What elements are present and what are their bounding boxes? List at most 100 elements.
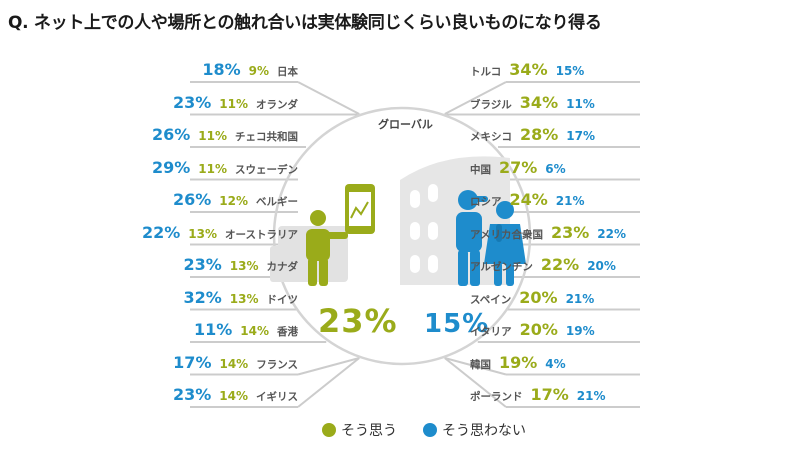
no-value: 21% (555, 194, 585, 208)
right-country-row: ロシア 24% 21% (470, 190, 585, 210)
no-value: 23% (172, 385, 212, 404)
country-name: イギリス (256, 391, 298, 403)
country-name: チェコ共和国 (235, 131, 298, 143)
yes-value: 17% (530, 385, 569, 404)
no-value: 29% (151, 157, 191, 177)
legend-dot-icon (322, 423, 336, 437)
yes-value: 20% (519, 287, 558, 307)
colosseum-arches (410, 184, 438, 273)
left-country-row: 26% 11% チェコ共和国 (152, 125, 298, 145)
yes-value: 13% (229, 259, 259, 273)
country-name: ドイツ (266, 293, 299, 306)
yes-value: 24% (509, 190, 548, 209)
country-name: オランダ (256, 98, 298, 111)
colosseum-illustration (400, 156, 510, 285)
country-name: 韓国 (470, 358, 491, 371)
no-value: 6% (545, 161, 566, 176)
left-country-row: 29% 11% スウェーデン (152, 158, 298, 178)
no-value: 11% (193, 320, 233, 339)
no-value: 22% (597, 226, 627, 241)
left-country-row: 17% 14% フランス (173, 353, 298, 373)
yes-value: 34% (509, 60, 548, 79)
country-name: アメリカ合衆国 (470, 228, 543, 241)
left-connector (297, 81, 360, 115)
global-no-value: 15% (424, 309, 490, 339)
no-value: 23% (172, 92, 212, 112)
legend: そう思う そう思わない (322, 420, 552, 440)
center-circle (272, 106, 532, 366)
yes-value: 34% (519, 92, 559, 112)
legend-dot-icon (423, 423, 437, 437)
right-country-row: ブラジル 34% 11% (470, 93, 595, 113)
left-country-row: 23% 13% カナダ (183, 255, 298, 275)
yes-value: 12% (219, 194, 248, 208)
no-value: 20% (587, 259, 616, 273)
global-label: グローバル (378, 118, 433, 131)
left-connector (297, 357, 360, 376)
right-country-row: メキシコ 28% 17% (470, 125, 595, 145)
country-name: ベルギー (256, 196, 298, 208)
country-name: イタリア (470, 326, 512, 338)
yes-value: 23% (550, 222, 590, 242)
yes-value: 14% (219, 389, 248, 403)
yes-value: 28% (520, 125, 559, 144)
yes-value: 19% (499, 352, 538, 372)
left-country-row: 18% 9% 日本 (202, 60, 298, 80)
yes-value: 13% (188, 226, 218, 241)
right-country-row: イタリア 20% 19% (470, 320, 595, 340)
no-value: 17% (173, 352, 212, 372)
no-value: 22% (141, 222, 181, 242)
left-country-row: 32% 13% ドイツ (183, 288, 298, 308)
yes-value: 11% (198, 161, 227, 176)
right-connector (444, 81, 507, 115)
country-name: フランス (256, 358, 298, 371)
yes-value: 14% (240, 324, 269, 338)
yes-value: 11% (198, 129, 227, 143)
yes-value: 22% (540, 255, 580, 274)
no-value: 18% (202, 60, 241, 79)
country-name: アルゼンチン (470, 261, 533, 273)
country-name: カナダ (266, 261, 299, 273)
no-value: 23% (183, 255, 222, 274)
country-name: メキシコ (470, 131, 512, 143)
yes-value: 9% (248, 64, 269, 78)
country-name: スペイン (470, 293, 512, 306)
couple-icon (456, 190, 526, 286)
no-value: 26% (172, 190, 212, 209)
no-value: 21% (576, 389, 606, 403)
right-country-row: トルコ 34% 15% (470, 60, 584, 80)
legend-item: そう思わない (423, 420, 526, 440)
country-name: ブラジル (470, 98, 512, 111)
country-name: ポーランド (470, 391, 523, 403)
left-connector (297, 357, 360, 408)
person-with-phone-icon (306, 184, 375, 286)
left-country-row: 11% 14% 香港 (194, 320, 298, 340)
no-value: 19% (565, 324, 595, 338)
left-country-row: 26% 12% ベルギー (173, 190, 298, 210)
no-value: 4% (545, 356, 566, 371)
right-connector (444, 357, 507, 408)
no-value: 17% (566, 129, 596, 143)
right-country-row: ポーランド 17% 21% (470, 385, 606, 405)
global-yes-value: 23% (318, 302, 398, 340)
right-country-row: アメリカ合衆国 23% 22% (470, 223, 626, 243)
yes-value: 14% (219, 356, 249, 371)
no-value: 32% (183, 287, 222, 307)
right-connector (444, 357, 507, 376)
left-country-row: 22% 13% オーストラリア (142, 223, 298, 243)
no-value: 15% (555, 64, 585, 78)
right-country-row: 韓国 19% 4% (470, 353, 566, 373)
yes-value: 27% (499, 157, 538, 177)
country-name: 日本 (277, 66, 298, 78)
country-name: トルコ (470, 66, 502, 78)
right-country-row: アルゼンチン 22% 20% (470, 255, 616, 275)
yes-value: 20% (519, 320, 558, 339)
chart-title: Q. ネット上での人や場所との触れ合いは実体験同じくらい良いものになり得る (8, 13, 602, 33)
legend-label: そう思わない (442, 423, 526, 439)
colosseum-body (400, 156, 510, 285)
no-value: 21% (565, 291, 595, 306)
country-name: スウェーデン (235, 163, 298, 176)
no-value: 26% (151, 125, 191, 144)
